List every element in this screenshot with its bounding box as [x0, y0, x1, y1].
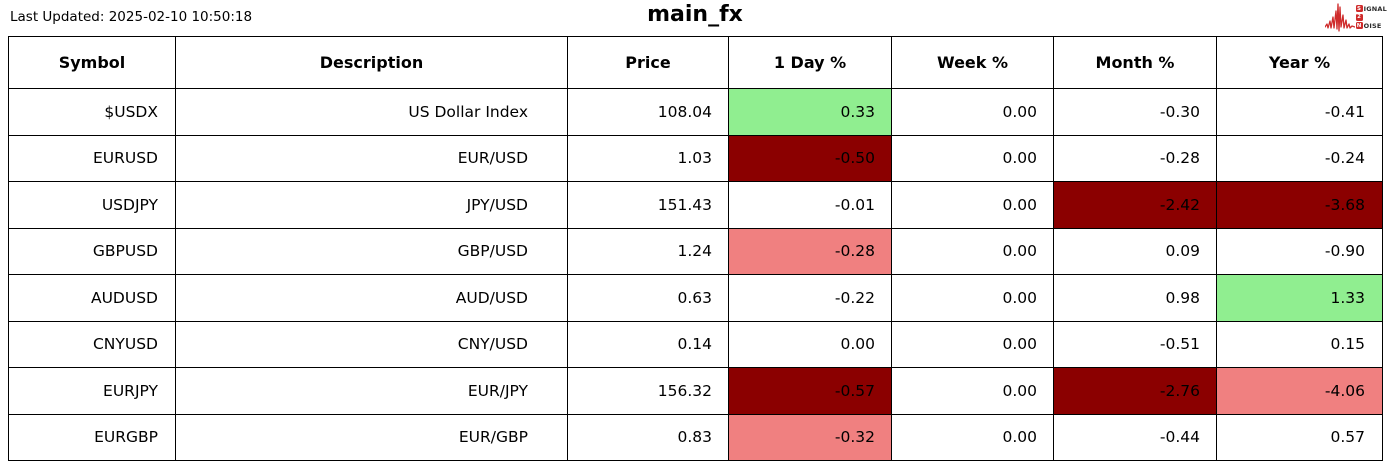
- day-change-cell: -0.01: [728, 181, 892, 229]
- description-cell: GBP/USD: [175, 227, 568, 275]
- year-change-cell: -0.24: [1216, 134, 1383, 182]
- price-cell: 1.24: [567, 227, 729, 275]
- year-change-cell: 1.33: [1216, 274, 1383, 322]
- description-cell: EUR/USD: [175, 134, 568, 182]
- symbol-cell: $USDX: [8, 88, 176, 136]
- month-change-cell: -0.28: [1053, 134, 1217, 182]
- symbol-cell: EURGBP: [8, 413, 176, 461]
- symbol-cell: USDJPY: [8, 181, 176, 229]
- waveform-icon: [1324, 3, 1355, 32]
- logo-line-noise: N OISE: [1355, 21, 1387, 30]
- logo-line-signal: S IGNAL: [1355, 4, 1387, 13]
- week-change-cell: 0.00: [891, 320, 1054, 368]
- logo-letter-box: S: [1355, 5, 1363, 12]
- column-header-symbol: Symbol: [8, 36, 176, 89]
- column-header-1day: 1 Day %: [728, 36, 892, 89]
- day-change-cell: 0.33: [728, 88, 892, 136]
- table-row: CNYUSD CNY/USD 0.14 0.00 0.00 -0.51 0.15: [8, 320, 1383, 368]
- week-change-cell: 0.00: [891, 134, 1054, 182]
- description-cell: EUR/GBP: [175, 413, 568, 461]
- year-change-cell: -0.41: [1216, 88, 1383, 136]
- day-change-cell: -0.32: [728, 413, 892, 461]
- week-change-cell: 0.00: [891, 88, 1054, 136]
- symbol-cell: AUDUSD: [8, 274, 176, 322]
- fx-table: Symbol Description Price 1 Day % Week % …: [8, 36, 1383, 461]
- table-row: $USDX US Dollar Index 108.04 0.33 0.00 -…: [8, 88, 1383, 136]
- week-change-cell: 0.00: [891, 227, 1054, 275]
- year-change-cell: -3.68: [1216, 181, 1383, 229]
- symbol-cell: CNYUSD: [8, 320, 176, 368]
- description-cell: CNY/USD: [175, 320, 568, 368]
- table-row: USDJPY JPY/USD 151.43 -0.01 0.00 -2.42 -…: [8, 181, 1383, 229]
- year-change-cell: -4.06: [1216, 367, 1383, 415]
- week-change-cell: 0.00: [891, 367, 1054, 415]
- column-header-week: Week %: [891, 36, 1054, 89]
- column-header-description: Description: [175, 36, 568, 89]
- week-change-cell: 0.00: [891, 274, 1054, 322]
- logo-line-2: 2: [1355, 13, 1387, 21]
- price-cell: 156.32: [567, 367, 729, 415]
- price-cell: 151.43: [567, 181, 729, 229]
- last-updated-text: Last Updated: 2025-02-10 10:50:18: [10, 9, 253, 25]
- price-cell: 0.63: [567, 274, 729, 322]
- description-cell: EUR/JPY: [175, 367, 568, 415]
- brand-logo: S IGNAL 2 N OISE: [1324, 1, 1387, 33]
- symbol-cell: EURUSD: [8, 134, 176, 182]
- month-change-cell: 0.98: [1053, 274, 1217, 322]
- day-change-cell: -0.28: [728, 227, 892, 275]
- description-cell: AUD/USD: [175, 274, 568, 322]
- symbol-cell: EURJPY: [8, 367, 176, 415]
- logo-line-rest: OISE: [1363, 21, 1382, 30]
- description-cell: JPY/USD: [175, 181, 568, 229]
- price-cell: 0.83: [567, 413, 729, 461]
- day-change-cell: -0.22: [728, 274, 892, 322]
- column-header-year: Year %: [1216, 36, 1383, 89]
- logo-letter-box: N: [1355, 22, 1363, 29]
- table-row: AUDUSD AUD/USD 0.63 -0.22 0.00 0.98 1.33: [8, 274, 1383, 322]
- price-cell: 0.14: [567, 320, 729, 368]
- month-change-cell: -0.51: [1053, 320, 1217, 368]
- logo-line-rest: IGNAL: [1363, 4, 1387, 13]
- month-change-cell: 0.09: [1053, 227, 1217, 275]
- symbol-cell: GBPUSD: [8, 227, 176, 275]
- month-change-cell: -0.30: [1053, 88, 1217, 136]
- day-change-cell: -0.50: [728, 134, 892, 182]
- logo-text: S IGNAL 2 N OISE: [1355, 4, 1387, 31]
- table-header-row: Symbol Description Price 1 Day % Week % …: [8, 36, 1383, 89]
- price-cell: 108.04: [567, 88, 729, 136]
- table-row: GBPUSD GBP/USD 1.24 -0.28 0.00 0.09 -0.9…: [8, 227, 1383, 275]
- column-header-price: Price: [567, 36, 729, 89]
- year-change-cell: 0.57: [1216, 413, 1383, 461]
- year-change-cell: -0.90: [1216, 227, 1383, 275]
- week-change-cell: 0.00: [891, 413, 1054, 461]
- month-change-cell: -0.44: [1053, 413, 1217, 461]
- week-change-cell: 0.00: [891, 181, 1054, 229]
- month-change-cell: -2.42: [1053, 181, 1217, 229]
- year-change-cell: 0.15: [1216, 320, 1383, 368]
- day-change-cell: -0.57: [728, 367, 892, 415]
- page-title: main_fx: [647, 2, 743, 27]
- logo-letter-box: 2: [1355, 13, 1363, 21]
- price-cell: 1.03: [567, 134, 729, 182]
- table-row: EURUSD EUR/USD 1.03 -0.50 0.00 -0.28 -0.…: [8, 134, 1383, 182]
- day-change-cell: 0.00: [728, 320, 892, 368]
- description-cell: US Dollar Index: [175, 88, 568, 136]
- table-row: EURGBP EUR/GBP 0.83 -0.32 0.00 -0.44 0.5…: [8, 413, 1383, 461]
- table-row: EURJPY EUR/JPY 156.32 -0.57 0.00 -2.76 -…: [8, 367, 1383, 415]
- month-change-cell: -2.76: [1053, 367, 1217, 415]
- column-header-month: Month %: [1053, 36, 1217, 89]
